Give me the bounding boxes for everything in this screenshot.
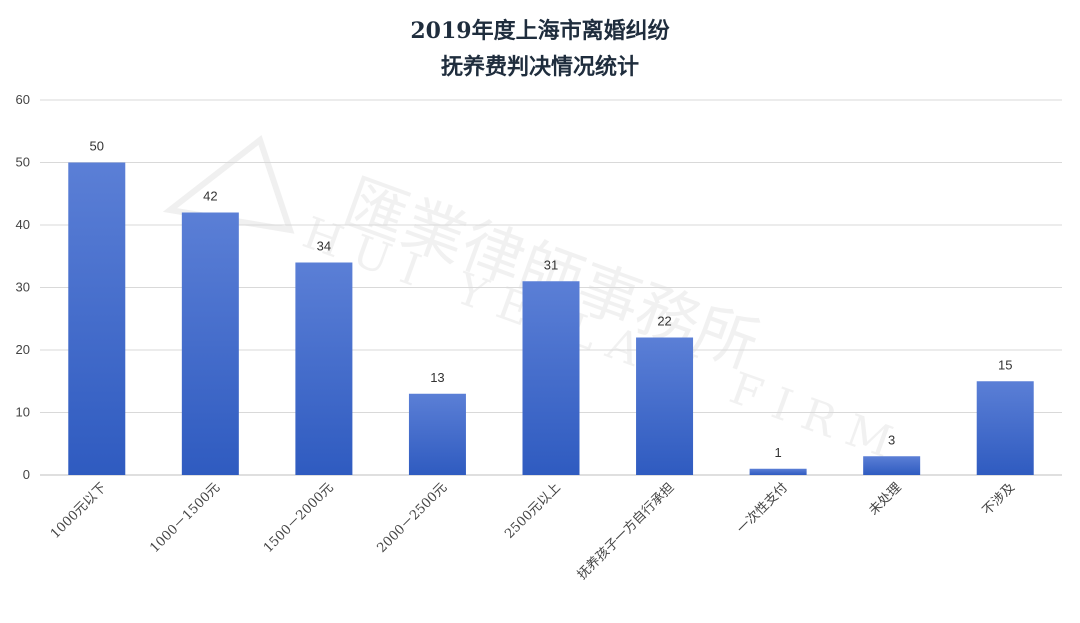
bar	[976, 381, 1034, 475]
x-tick-label: 1500－2000元	[261, 480, 337, 556]
x-tick-label: 未处理	[866, 480, 904, 518]
bar	[636, 337, 694, 475]
y-tick-label: 20	[16, 342, 30, 357]
x-tick-label: 一次性支付	[734, 480, 791, 537]
x-axis-ticks: 1000元以下 1000－1500元 1500－2000元 2000－2500元 250…	[48, 480, 1018, 583]
watermark-english: HUI YE LAW FIRM	[296, 207, 912, 473]
y-axis-ticks: 0 10 20 30 40 50 60	[16, 92, 30, 482]
data-label: 50	[90, 139, 104, 154]
bar	[68, 162, 126, 475]
x-tick-label: 1000元以下	[48, 480, 110, 542]
x-tick-label: 不涉及	[980, 480, 1018, 518]
data-label: 1	[774, 445, 781, 460]
x-tick-label: 抚养孩子一方自行承担	[574, 480, 677, 583]
chart-title-line-1: 2019年度上海市离婚纠纷	[410, 18, 669, 44]
data-label: 31	[544, 257, 558, 272]
data-label: 15	[998, 357, 1012, 372]
x-tick-label: 2000－2500元	[374, 480, 450, 556]
bar	[749, 468, 807, 475]
y-tick-label: 40	[16, 217, 30, 232]
chart-title-line-2: 抚养费判决情况统计	[441, 54, 639, 80]
bar	[863, 456, 921, 475]
data-label: 13	[430, 370, 444, 385]
y-tick-label: 0	[23, 467, 30, 482]
x-tick-label: 1000－1500元	[147, 480, 223, 556]
y-tick-label: 30	[16, 280, 30, 295]
data-label: 22	[657, 314, 671, 329]
y-tick-label: 10	[16, 405, 30, 420]
data-label: 3	[888, 432, 895, 447]
data-label: 42	[203, 189, 217, 204]
bars	[68, 162, 1034, 475]
y-tick-label: 50	[16, 155, 30, 170]
bar	[408, 393, 466, 475]
bar	[522, 281, 580, 475]
bar	[295, 262, 353, 475]
data-label: 34	[317, 239, 331, 254]
y-tick-label: 60	[16, 92, 30, 107]
bar	[181, 212, 239, 475]
x-tick-label: 2500元以上	[502, 480, 564, 542]
